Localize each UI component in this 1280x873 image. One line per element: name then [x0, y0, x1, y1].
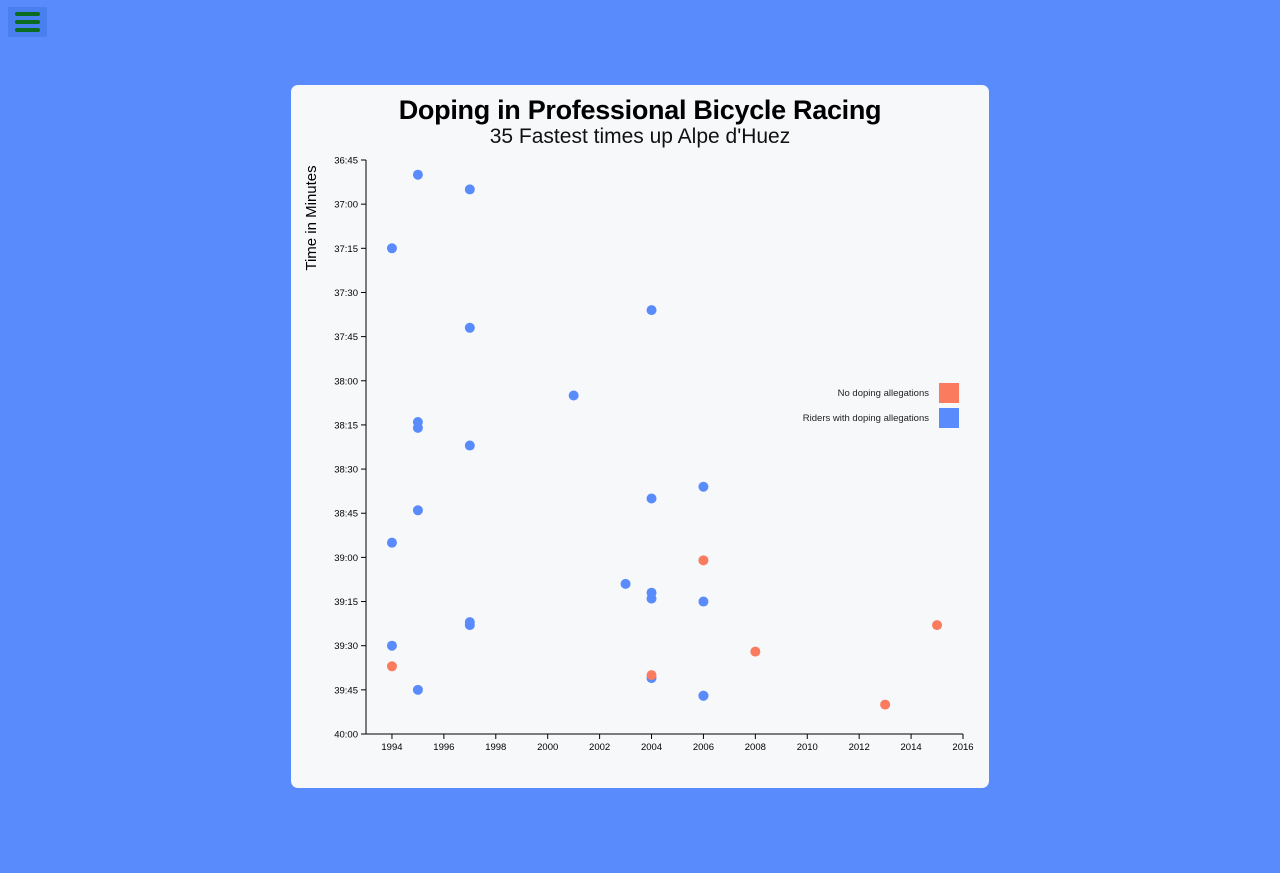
hamburger-menu-icon-bar — [15, 20, 40, 24]
x-tick-label: 2002 — [589, 742, 610, 753]
menu-button[interactable] — [8, 7, 47, 37]
y-tick-label: 39:30 — [334, 641, 358, 652]
legend-label: No doping allegations — [838, 388, 930, 399]
x-tick-label: 2000 — [537, 742, 558, 753]
data-point — [386, 243, 397, 254]
y-tick-label: 37:00 — [334, 200, 358, 211]
chart-card: Doping in Professional Bicycle Racing 35… — [291, 85, 989, 788]
x-tick-label: 1996 — [433, 742, 454, 753]
data-point — [412, 684, 423, 695]
chart-subtitle: 35 Fastest times up Alpe d'Huez — [489, 125, 791, 148]
y-tick-label: 38:30 — [334, 465, 358, 476]
legend-swatch — [939, 383, 959, 403]
y-tick-label: 39:15 — [334, 597, 358, 608]
scatter-plot: 36:45 37:00 37:15 37:30 37:45 38:00 38:15 38:30… — [303, 156, 974, 754]
data-point — [412, 169, 423, 180]
y-tick-label: 37:15 — [334, 244, 358, 255]
data-point — [386, 640, 397, 651]
y-axis-label: Time in Minutes — [303, 165, 320, 270]
data-point — [698, 596, 709, 607]
data-point — [386, 537, 397, 548]
data-point — [412, 505, 423, 516]
data-point — [464, 322, 475, 333]
hamburger-menu-icon-bar — [15, 28, 40, 32]
x-tick-label: 2010 — [797, 742, 818, 753]
hamburger-menu-icon — [15, 12, 40, 16]
y-tick-label: 38:15 — [334, 420, 358, 431]
legend-label: Riders with doping allegations — [803, 413, 929, 424]
data-point — [464, 620, 475, 631]
data-point — [646, 593, 657, 604]
data-point — [698, 555, 709, 566]
data-point — [646, 493, 657, 504]
data-point — [412, 422, 423, 433]
legend-swatch — [939, 408, 959, 428]
chart-title: Doping in Professional Bicycle Racing — [398, 95, 882, 125]
x-tick-label: 2008 — [745, 742, 766, 753]
data-point — [932, 620, 943, 631]
x-tick-label: 2016 — [952, 742, 973, 753]
x-tick-label: 1998 — [485, 742, 506, 753]
data-point — [880, 699, 891, 710]
data-point — [698, 481, 709, 492]
data-point — [464, 440, 475, 451]
data-point — [568, 390, 579, 401]
y-tick-label: 36:45 — [334, 156, 358, 167]
data-point — [750, 646, 761, 657]
data-point — [646, 305, 657, 316]
data-point — [646, 670, 657, 681]
y-tick-label: 39:45 — [334, 685, 358, 696]
data-point — [386, 661, 397, 672]
y-tick-label: 37:45 — [334, 332, 358, 343]
x-tick-label: 2012 — [849, 742, 870, 753]
x-tick-label: 2014 — [901, 742, 922, 753]
data-point — [698, 690, 709, 701]
y-tick-label: 39:00 — [334, 553, 358, 564]
data-point — [464, 184, 475, 195]
y-tick-label: 37:30 — [334, 288, 358, 299]
data-point — [620, 578, 631, 589]
x-tick-label: 2006 — [693, 742, 714, 753]
x-tick-label: 2004 — [641, 742, 662, 753]
y-tick-label: 40:00 — [334, 730, 358, 741]
y-tick-label: 38:00 — [334, 376, 358, 387]
x-tick-label: 1994 — [381, 742, 402, 753]
y-tick-label: 38:45 — [334, 509, 358, 520]
